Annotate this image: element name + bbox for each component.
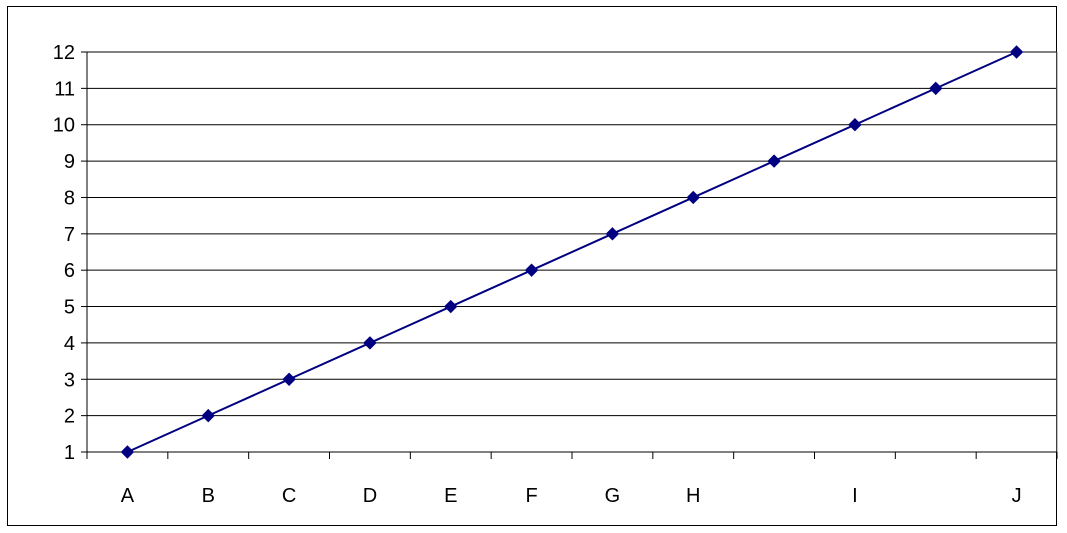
y-tick-label: 12 bbox=[53, 42, 75, 64]
data-point-marker bbox=[201, 408, 215, 423]
x-tick-label: I bbox=[852, 485, 858, 507]
series-line bbox=[127, 51, 1017, 453]
y-tick-label: 6 bbox=[64, 260, 75, 282]
grid-lines bbox=[87, 51, 1058, 452]
y-tick-label: 2 bbox=[64, 406, 75, 428]
x-tick-label: B bbox=[202, 485, 215, 507]
axes bbox=[81, 51, 1058, 459]
y-tick-label: 11 bbox=[54, 78, 75, 100]
x-tick-label: C bbox=[282, 485, 296, 507]
y-tick-label: 7 bbox=[64, 224, 75, 246]
x-tick-label: E bbox=[444, 485, 457, 507]
data-point-marker bbox=[524, 263, 539, 277]
data-point-marker bbox=[444, 299, 458, 314]
x-tick-label: J bbox=[1012, 485, 1022, 507]
data-point-marker bbox=[120, 445, 135, 459]
data-point-marker bbox=[1009, 45, 1024, 59]
series bbox=[120, 45, 1024, 459]
x-tick-label: F bbox=[525, 485, 537, 507]
y-tick-label: 8 bbox=[64, 187, 75, 209]
x-tick-label: D bbox=[363, 485, 377, 507]
y-tick-label: 5 bbox=[64, 297, 75, 319]
data-point-marker bbox=[363, 336, 377, 350]
data-point-marker bbox=[282, 372, 296, 386]
y-tick-label: 1 bbox=[64, 442, 75, 464]
x-tick-label: G bbox=[605, 485, 621, 507]
y-tick-label: 4 bbox=[64, 333, 75, 355]
x-tick-labels: A B C D E F G H I J bbox=[121, 485, 1022, 507]
data-point-marker bbox=[848, 118, 862, 132]
x-tick-label: H bbox=[686, 485, 700, 507]
y-tick-label: 9 bbox=[64, 151, 75, 173]
y-tick-label: 10 bbox=[53, 115, 75, 137]
y-tick-label: 3 bbox=[64, 369, 75, 391]
data-point-marker bbox=[767, 154, 781, 168]
x-tick-label: A bbox=[121, 485, 135, 507]
data-point-marker bbox=[686, 190, 700, 205]
data-point-marker bbox=[605, 227, 620, 241]
data-point-marker bbox=[929, 81, 943, 96]
